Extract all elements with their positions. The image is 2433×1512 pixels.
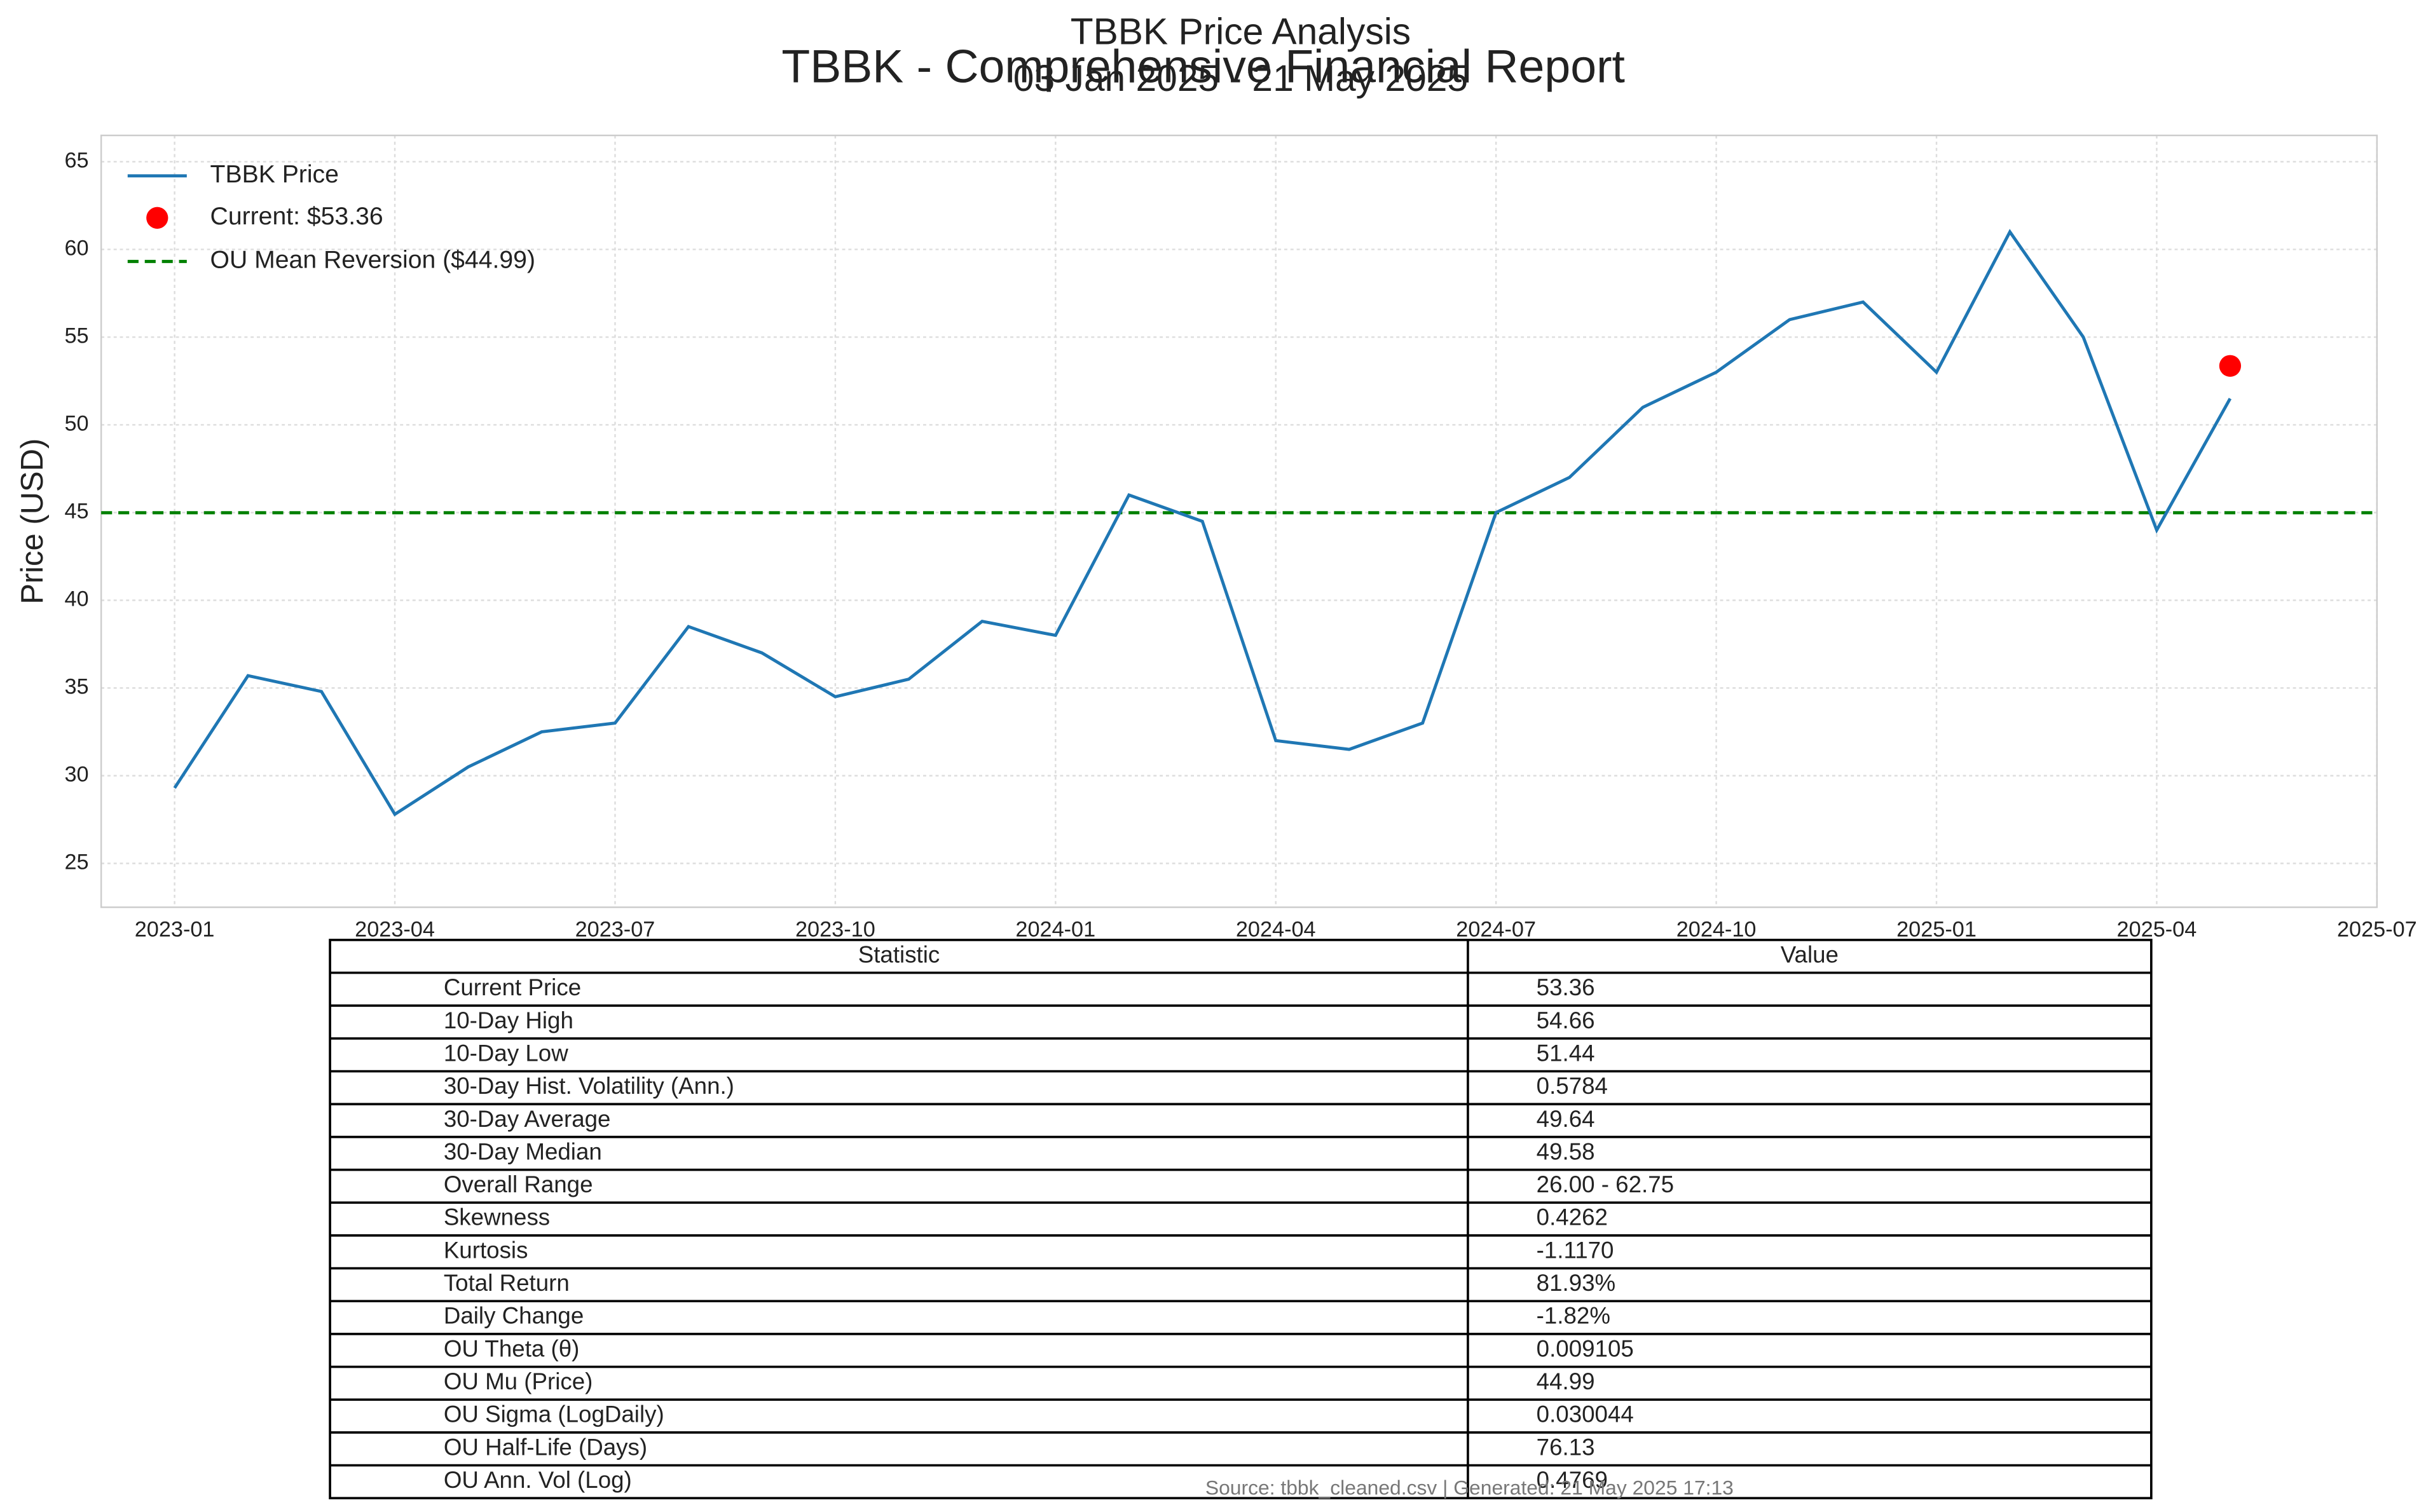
table-cell: Overall Range — [444, 1171, 593, 1197]
x-tick-label: 2023-04 — [355, 917, 435, 941]
table-cell: 76.13 — [1537, 1434, 1595, 1460]
y-tick-label: 40 — [64, 587, 88, 611]
y-tick-label: 25 — [64, 850, 88, 875]
suptitle: TBBK - Comprehensive Financial Report — [781, 41, 1625, 93]
table-cell: Kurtosis — [444, 1237, 528, 1263]
table-cell: -1.1170 — [1537, 1237, 1614, 1263]
y-tick-label: 30 — [64, 763, 88, 787]
table-cell: 10-Day Low — [444, 1040, 568, 1066]
y-tick-label: 55 — [64, 324, 88, 348]
table-frame — [329, 939, 2153, 1500]
y-tick-label: 45 — [64, 500, 88, 524]
x-tick-label: 2025-04 — [2117, 917, 2197, 941]
table-cell: OU Theta (θ) — [444, 1335, 580, 1361]
table-cell: 49.64 — [1537, 1106, 1595, 1132]
x-tick-label: 2023-01 — [135, 917, 215, 941]
legend-label: Current: $53.36 — [210, 203, 383, 230]
x-tick-label: 2024-01 — [1015, 917, 1095, 941]
x-tick-label: 2023-07 — [575, 917, 655, 941]
table-cell: OU Ann. Vol (Log) — [444, 1467, 632, 1493]
table-cell: 30-Day Average — [444, 1106, 611, 1132]
table-cell: OU Mu (Price) — [444, 1368, 593, 1394]
table-cell: Daily Change — [444, 1303, 584, 1329]
x-tick-label: 2023-10 — [795, 917, 875, 941]
table-cell: 53.36 — [1537, 974, 1595, 1000]
table-header: Value — [1781, 941, 1839, 967]
table-cell: 49.58 — [1537, 1138, 1595, 1164]
legend-label: TBBK Price — [210, 161, 339, 188]
x-tick-label: 2024-04 — [1236, 917, 1316, 941]
y-tick-label: 60 — [64, 236, 88, 260]
table-cell: 0.009105 — [1537, 1335, 1634, 1361]
table-cell: OU Sigma (LogDaily) — [444, 1401, 664, 1427]
table-cell: 10-Day High — [444, 1007, 573, 1033]
price-line — [173, 229, 2232, 817]
x-tick-label: 2024-10 — [1676, 917, 1757, 941]
plot-frame — [100, 134, 2378, 908]
table-cell: Skewness — [444, 1204, 550, 1230]
table-cell: 0.5784 — [1537, 1073, 1608, 1099]
legend-label: OU Mean Reversion ($44.99) — [210, 247, 535, 274]
y-tick-label: 35 — [64, 675, 88, 699]
table-cell: -1.82% — [1537, 1303, 1610, 1329]
table-cell: 81.93% — [1537, 1270, 1616, 1296]
table-cell: Current Price — [444, 974, 581, 1000]
table-cell: 0.4262 — [1537, 1204, 1608, 1230]
current-marker — [2219, 355, 2242, 377]
table-cell: 0.030044 — [1537, 1401, 1634, 1427]
x-tick-label: 2025-01 — [1896, 917, 1977, 941]
chart-subtitle: 03 Jan 2025 - 21 May 2025 — [1013, 58, 1468, 99]
table-cell: 0.4769 — [1537, 1467, 1608, 1493]
table-cell: 44.99 — [1537, 1368, 1595, 1394]
table-cell: OU Half-Life (Days) — [444, 1434, 647, 1460]
footer: Source: tbbk_cleaned.csv | Generated: 21… — [1205, 1476, 1734, 1499]
table-header: Statistic — [858, 941, 940, 967]
table-cell: 30-Day Hist. Volatility (Ann.) — [444, 1073, 734, 1099]
x-tick-label: 2025-07 — [2337, 917, 2417, 941]
x-tick-label: 2024-07 — [1456, 917, 1536, 941]
table-cell: 51.44 — [1537, 1040, 1595, 1066]
table-cell: 54.66 — [1537, 1007, 1595, 1033]
y-axis-label: Price (USD) — [15, 439, 50, 604]
table-cell: Total Return — [444, 1270, 570, 1296]
legend-dot — [146, 207, 168, 229]
chart-title: TBBK Price Analysis — [1071, 11, 1411, 52]
table-cell: 30-Day Median — [444, 1138, 602, 1164]
table-cell: 26.00 - 62.75 — [1537, 1171, 1674, 1197]
y-tick-label: 65 — [64, 148, 88, 172]
y-tick-label: 50 — [64, 412, 88, 436]
